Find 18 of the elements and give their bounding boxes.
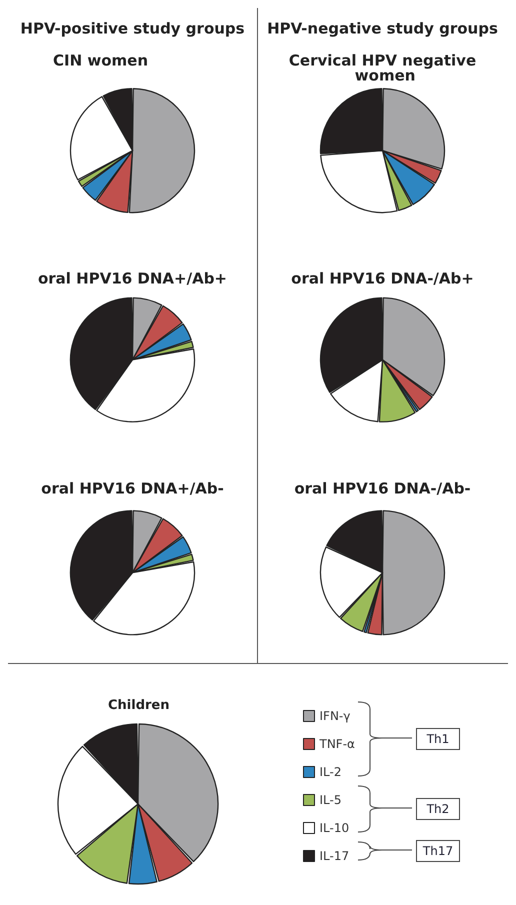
text: Th17 <box>416 840 460 862</box>
chart-title: HPV-negative study groups <box>267 20 498 38</box>
legend-label: IFN-γ <box>320 709 350 723</box>
chart-title: oral HPV16 DNA-/Ab- <box>294 480 471 498</box>
chart-title: oral HPV16 DNA+/Ab- <box>41 480 224 498</box>
chart-subtitle: CIN women <box>53 52 148 70</box>
legend-label: TNF-α <box>318 737 356 751</box>
legend-label: IL-17 <box>320 849 350 863</box>
chart-title: HPV-positive study groups <box>20 20 245 38</box>
chart-title: Children <box>108 698 170 713</box>
legend-label: IL-10 <box>320 821 350 835</box>
text: Th2 <box>416 798 460 820</box>
legend-label: IL-5 <box>320 793 342 807</box>
chart-subtitle: Cervical HPV negative women <box>288 52 476 84</box>
chart-title: oral HPV16 DNA-/Ab+ <box>291 270 474 288</box>
chart-title: oral HPV16 DNA+/Ab+ <box>38 270 228 288</box>
text: Th1 <box>416 728 460 750</box>
legend-label: IL-2 <box>320 765 342 779</box>
